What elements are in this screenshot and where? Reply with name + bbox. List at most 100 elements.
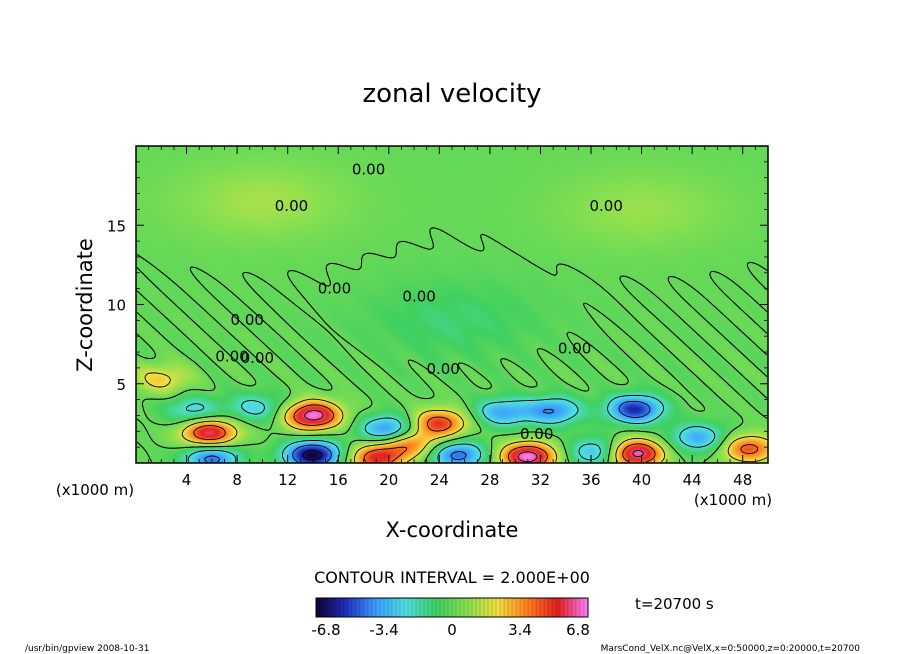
colorbar-cell — [532, 598, 537, 617]
colorbar-cell — [576, 598, 581, 617]
colorbar-cell — [544, 598, 549, 617]
contour-label: 0.00 — [215, 348, 248, 366]
y-axis-ticks: 5 10 15 — [107, 161, 768, 448]
colorbar-cell — [488, 598, 493, 617]
colorbar-cell — [324, 598, 329, 617]
x-tick-label: 12 — [278, 471, 297, 489]
contour-line — [304, 410, 644, 463]
contour-label: 0.00 — [426, 360, 459, 378]
colorbar-cell — [396, 598, 401, 617]
colorbar-cell — [348, 598, 353, 617]
x-tick-label: 32 — [531, 471, 550, 489]
contour-line — [302, 449, 323, 461]
colorbar-cell — [444, 598, 449, 617]
colorbar-cell — [428, 598, 433, 617]
contour-line — [204, 400, 651, 463]
contour-label: 0.00 — [520, 425, 553, 443]
colorbar-cell — [500, 598, 505, 617]
x-tick-label: 48 — [733, 471, 752, 489]
colorbar-cell — [364, 598, 369, 617]
colorbar-tick-label: 0 — [447, 621, 457, 639]
contour-line — [136, 227, 768, 463]
y-tick-label: 5 — [116, 376, 126, 394]
contour-label: 0.00 — [241, 349, 274, 367]
footer-left: /usr/bin/gpview 2008-10-31 — [25, 644, 149, 654]
colorbar-cell — [508, 598, 513, 617]
colorbar-cell — [360, 598, 365, 617]
colorbar-cell — [468, 598, 473, 617]
colorbar-cell — [376, 598, 381, 617]
colorbar-cell — [580, 598, 585, 617]
contour-interval: CONTOUR INTERVAL = 2.000E+00 — [314, 568, 590, 587]
colorbar-cell — [424, 598, 429, 617]
contour-line — [193, 404, 759, 463]
colorbar-cell — [412, 598, 417, 617]
colorbar-cell — [464, 598, 469, 617]
x-unit-right: (x1000 m) — [694, 491, 772, 509]
colorbar-cell — [436, 598, 441, 617]
contour-label: 0.00 — [558, 340, 591, 358]
colorbar-cell — [516, 598, 521, 617]
x-tick-label: 28 — [480, 471, 499, 489]
colorbar-cell — [460, 598, 465, 617]
colorbar-cell — [524, 598, 529, 617]
colorbar-cell — [452, 598, 457, 617]
colorbar-cell — [456, 598, 461, 617]
colorbar-tick-label: -6.8 — [311, 621, 340, 639]
colorbar-cell — [416, 598, 421, 617]
heatmap-area — [136, 146, 768, 463]
colorbar-cell — [492, 598, 497, 617]
y-tick-label: 10 — [107, 297, 126, 315]
colorbar-cell — [552, 598, 557, 617]
colorbar-cell — [564, 598, 569, 617]
colorbar-tick-label: -3.4 — [369, 621, 398, 639]
colorbar-cell — [476, 598, 481, 617]
x-tick-label: 44 — [683, 471, 702, 489]
colorbar-cell — [472, 598, 477, 617]
colorbar-cell — [352, 598, 357, 617]
colorbar-cell — [336, 598, 341, 617]
colorbar-tick-label: 6.8 — [566, 621, 590, 639]
colorbar-cell — [372, 598, 377, 617]
contour-line — [185, 394, 716, 463]
x-tick-label: 40 — [632, 471, 651, 489]
colorbar-cell — [384, 598, 389, 617]
contour-label: 0.00 — [275, 197, 308, 215]
y-axis-label: Z-coordinate — [73, 238, 97, 372]
contour-lines — [136, 227, 768, 463]
colorbar-ticks: -6.8 -3.4 0 3.4 6.8 — [311, 621, 590, 639]
colorbar-cell — [448, 598, 453, 617]
colorbar-tick-label: 3.4 — [508, 621, 532, 639]
contour-label: 0.00 — [318, 279, 351, 297]
colorbar-cell — [340, 598, 345, 617]
contour-label: 0.00 — [402, 287, 435, 305]
colorbar-cell — [380, 598, 385, 617]
colorbar-cell — [528, 598, 533, 617]
colorbar-cell — [344, 598, 349, 617]
colorbar-cell — [512, 598, 517, 617]
colorbar-cell — [504, 598, 509, 617]
colorbar-cell — [316, 598, 321, 617]
colorbar-cell — [404, 598, 409, 617]
time-label: t=20700 s — [635, 595, 714, 613]
colorbar-cell — [320, 598, 325, 617]
contour-label: 0.00 — [352, 161, 385, 179]
colorbar-cell — [356, 598, 361, 617]
colorbar-cell — [432, 598, 437, 617]
x-tick-label: 4 — [182, 471, 192, 489]
y-tick-label: 15 — [107, 217, 126, 235]
x-axis-label: X-coordinate — [386, 518, 519, 542]
colorbar-cell — [420, 598, 425, 617]
colorbar-cell — [440, 598, 445, 617]
x-tick-label: 24 — [430, 471, 449, 489]
contour-label: 0.00 — [590, 197, 623, 215]
colorbar-cell — [480, 598, 485, 617]
colorbar-cell — [568, 598, 573, 617]
colorbar-cell — [388, 598, 393, 617]
colorbar-cell — [332, 598, 337, 617]
colorbar-cell — [408, 598, 413, 617]
colorbar-cell — [484, 598, 489, 617]
contour-line — [144, 372, 768, 463]
colorbar-cell — [584, 598, 589, 617]
